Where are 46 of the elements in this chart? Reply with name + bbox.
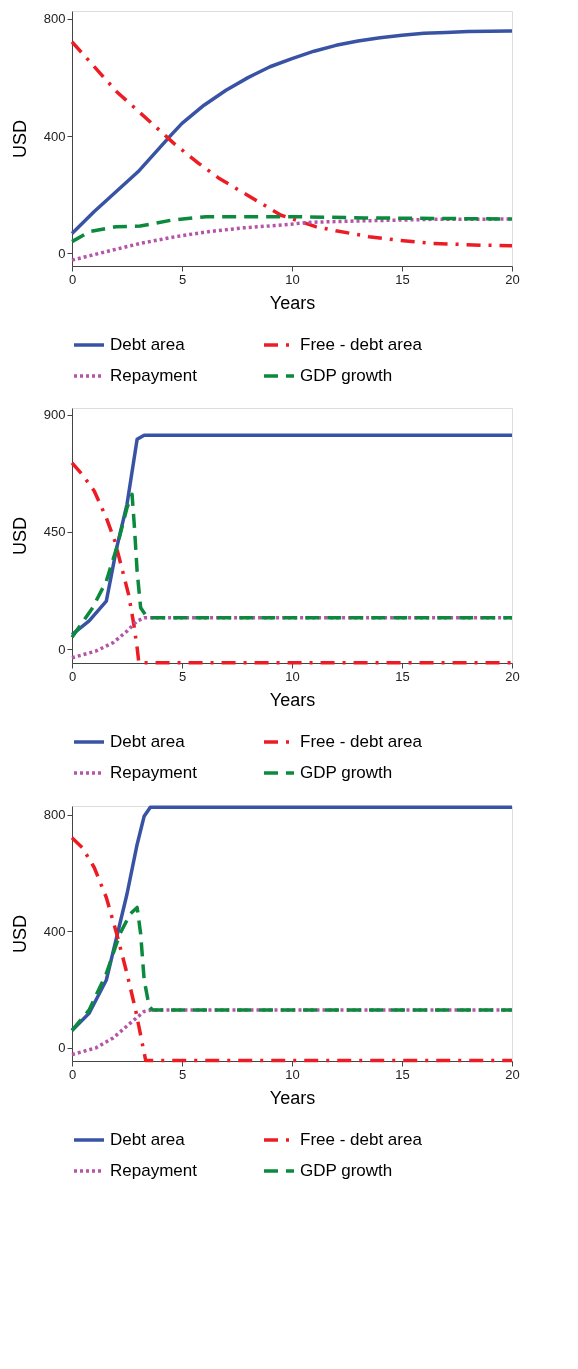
x-tick-label: 0 bbox=[68, 271, 77, 287]
y-tick-label: 900 bbox=[43, 407, 66, 423]
legend-label: Repayment bbox=[110, 366, 198, 385]
line-series bbox=[70, 214, 514, 244]
x-tick-label: 0 bbox=[68, 1066, 77, 1082]
x-tick-label: 5 bbox=[178, 668, 187, 684]
line-series bbox=[70, 905, 514, 1033]
legend-label: GDP growth bbox=[300, 763, 393, 782]
line-series bbox=[70, 433, 514, 637]
legend-label: Free - debt area bbox=[300, 335, 423, 354]
x-tick-label: 10 bbox=[285, 668, 300, 684]
y-axis-title: USD bbox=[9, 516, 30, 556]
y-tick-label: 800 bbox=[43, 807, 66, 823]
x-axis-title: Years bbox=[269, 1087, 316, 1108]
legend-label: Repayment bbox=[110, 1161, 198, 1180]
x-tick-label: 10 bbox=[285, 1066, 300, 1082]
x-tick-label: 15 bbox=[395, 668, 410, 684]
y-tick-label: 0 bbox=[58, 245, 66, 261]
y-tick-label: 0 bbox=[58, 1040, 66, 1056]
legend-label: Free - debt area bbox=[300, 732, 423, 751]
legend-label: GDP growth bbox=[300, 366, 393, 385]
x-tick-label: 20 bbox=[505, 1066, 520, 1082]
y-tick-label: 400 bbox=[43, 128, 66, 144]
legend-label: Debt area bbox=[110, 732, 186, 751]
legend-label: Repayment bbox=[110, 763, 198, 782]
x-tick-label: 5 bbox=[178, 1066, 187, 1082]
x-tick-label: 0 bbox=[68, 668, 77, 684]
y-tick-label: 0 bbox=[58, 641, 66, 657]
x-tick-label: 15 bbox=[395, 1066, 410, 1082]
line-series bbox=[70, 492, 514, 639]
y-tick-label: 450 bbox=[43, 524, 66, 540]
y-tick-label: 800 bbox=[43, 11, 66, 27]
legend-label: Debt area bbox=[110, 1130, 186, 1149]
x-tick-label: 20 bbox=[505, 271, 520, 287]
legend-label: Free - debt area bbox=[300, 1130, 423, 1149]
legend-label: GDP growth bbox=[300, 1161, 393, 1180]
x-tick-label: 10 bbox=[285, 271, 300, 287]
x-axis-title: Years bbox=[269, 292, 316, 313]
x-tick-label: 5 bbox=[178, 271, 187, 287]
x-tick-label: 15 bbox=[395, 271, 410, 287]
legend-label: Debt area bbox=[110, 335, 186, 354]
x-tick-label: 20 bbox=[505, 668, 520, 684]
x-axis-title: Years bbox=[269, 689, 316, 710]
y-axis-title: USD bbox=[9, 119, 30, 159]
y-tick-label: 400 bbox=[43, 923, 66, 939]
y-axis-title: USD bbox=[9, 914, 30, 954]
